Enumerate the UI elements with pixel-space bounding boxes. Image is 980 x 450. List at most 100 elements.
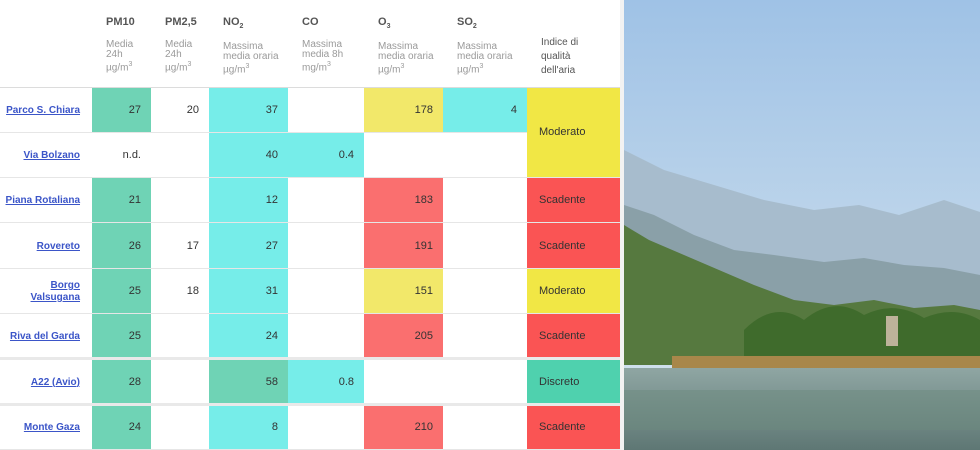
no2-cell: 12 [209,177,288,224]
station-header [0,0,92,88]
station-link[interactable]: Monte Gaza [23,422,80,434]
station-link[interactable]: Riva del Garda [9,330,80,342]
index-cell: Discreto [527,357,620,405]
station-cell: Parco S. Chiara [0,87,92,133]
pm25-cell: 20 [151,87,209,133]
pm25-cell [151,402,209,450]
station-link[interactable]: A22 (Avio) [30,376,80,388]
pollutant-desc: Media 24h µg/m3 [106,39,134,74]
tower [886,316,898,346]
so2-cell [443,222,527,269]
index-cell: Scadente [527,222,620,269]
pm10-cell: 25 [92,268,151,315]
index-cell: Scadente [527,402,620,450]
station-cell: Monte Gaza [0,402,92,450]
pm25-cell [151,132,209,179]
co-cell [288,177,364,224]
index-cell: Scadente [527,177,620,224]
header-so2: SO2 Massima media oraria µg/m3 [443,0,527,88]
pm25-cell: 18 [151,268,209,315]
no2-cell: 37 [209,87,288,133]
o3-cell: 151 [364,268,443,315]
pollutant-desc: Media 24h µg/m3 [165,39,193,74]
pm25-cell [151,177,209,224]
co-cell [288,87,364,133]
header-index: Indice di qualità dell'aria [527,0,620,88]
index-cell: Scadente [527,313,620,360]
lake-mountain-photo [624,0,980,450]
pollutant-name: O3 [378,16,391,31]
pollutant-name: CO [302,16,319,28]
pollutant-desc: Massima media oraria µg/m3 [457,41,513,76]
pollutant-name: NO2 [223,16,244,31]
station-cell: Rovereto [0,222,92,269]
air-quality-table: PM10 Media 24h µg/m3 PM2,5 Media 24h µg/m3 N… [0,0,620,450]
co-cell [288,402,364,450]
table-row: Via Bolzano n.d. 40 0.4 [0,132,620,179]
station-cell: Borgo Valsugana [0,268,92,315]
index-cell: Moderato [527,87,620,179]
no2-cell: 27 [209,222,288,269]
so2-cell: 4 [443,87,527,133]
co-cell [288,313,364,360]
no2-cell: 8 [209,402,288,450]
pm10-cell: 21 [92,177,151,224]
pollutant-desc: Massima media oraria µg/m3 [378,41,434,76]
co-cell [288,268,364,315]
so2-cell [443,402,527,450]
co-cell [288,222,364,269]
header-o3: O3 Massima media oraria µg/m3 [364,0,443,88]
so2-cell [443,177,527,224]
water-reflection [624,390,980,430]
station-link[interactable]: Rovereto [36,240,80,252]
pollutant-desc: Massima media oraria µg/m3 [223,41,279,76]
no2-cell: 24 [209,313,288,360]
header-pm25: PM2,5 Media 24h µg/m3 [151,0,209,88]
table-row: Rovereto 26 17 27 191 Scadente [0,222,620,269]
station-link[interactable]: Borgo Valsugana [30,279,80,303]
divider [620,0,624,450]
station-cell: Piana Rotaliana [0,177,92,224]
station-cell: Via Bolzano [0,132,92,179]
o3-cell: 178 [364,87,443,133]
o3-cell: 183 [364,177,443,224]
pollutant-desc: Massima media 8h mg/m3 [302,39,344,74]
station-link[interactable]: Via Bolzano [23,149,81,161]
o3-cell [364,132,443,179]
pm10-cell: 26 [92,222,151,269]
pollutant-name: SO2 [457,16,477,31]
table-row: Parco S. Chiara 27 20 37 178 4 Moderato [0,87,620,179]
pm25-cell [151,357,209,405]
table-row: A22 (Avio) 28 58 0.8 Discreto [0,357,620,405]
o3-cell: 210 [364,402,443,450]
pm10-cell: 27 [92,87,151,133]
header-no2: NO2 Massima media oraria µg/m3 [209,0,288,88]
no2-cell: 40 [209,132,288,179]
so2-cell [443,313,527,360]
station-link[interactable]: Parco S. Chiara [6,104,80,116]
header-co: CO Massima media 8h mg/m3 [288,0,364,88]
so2-cell [443,132,527,179]
o3-cell: 205 [364,313,443,360]
station-link[interactable]: Piana Rotaliana [5,195,80,207]
o3-cell [364,357,443,405]
header-pm10: PM10 Media 24h µg/m3 [92,0,151,88]
pollutant-name: PM10 [106,16,135,28]
table-row: Piana Rotaliana 21 12 183 Scadente [0,177,620,224]
table-row: Riva del Garda 25 24 205 Scadente [0,313,620,360]
o3-cell: 191 [364,222,443,269]
table-row: Borgo Valsugana 25 18 31 151 Moderato [0,268,620,315]
co-cell: 0.4 [288,132,364,179]
pm10-cell: 28 [92,357,151,405]
station-cell: Riva del Garda [0,313,92,360]
no2-cell: 58 [209,357,288,405]
pm10-cell: 25 [92,313,151,360]
table-row: Monte Gaza 24 8 210 Scadente [0,402,620,450]
pm10-cell: 24 [92,402,151,450]
pm25-cell: 17 [151,222,209,269]
pm10-cell: n.d. [92,132,151,179]
co-cell: 0.8 [288,357,364,405]
station-cell: A22 (Avio) [0,357,92,405]
no2-cell: 31 [209,268,288,315]
index-cell: Moderato [527,268,620,315]
